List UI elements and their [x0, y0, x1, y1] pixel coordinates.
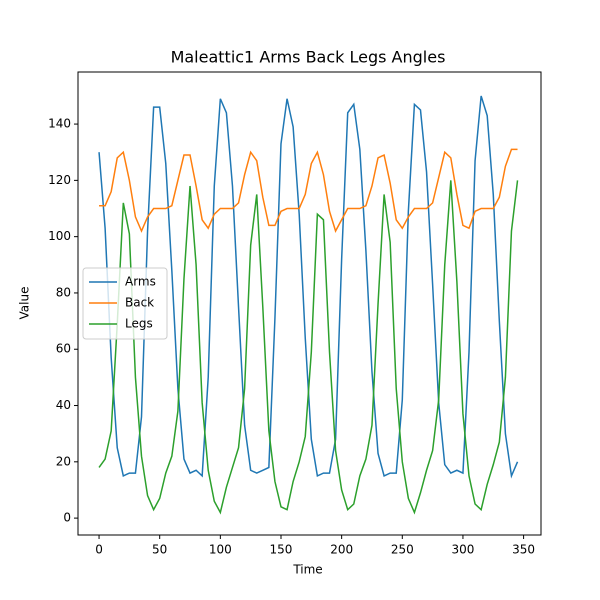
x-axis-label: Time	[292, 563, 322, 577]
chart-title: Maleattic1 Arms Back Legs Angles	[171, 48, 446, 67]
y-tick-label: 40	[56, 398, 71, 412]
x-tick-label: 50	[152, 543, 167, 557]
y-axis-label: Value	[18, 287, 32, 320]
legend: Arms Back Legs	[82, 267, 168, 340]
y-tick-label: 120	[48, 173, 71, 187]
plot-frame	[77, 71, 542, 536]
line-series	[98, 180, 519, 515]
line-series	[99, 148, 518, 233]
y-tick-label: 20	[56, 454, 71, 468]
x-tick-label: 250	[391, 543, 414, 557]
x-tick-label: 300	[451, 543, 474, 557]
y-tick-label: 80	[56, 285, 71, 299]
x-tick-label: 350	[512, 543, 535, 557]
legend-label: Arms	[125, 275, 156, 289]
y-tick-label: 60	[56, 342, 71, 356]
legend-label: Legs	[125, 317, 153, 331]
x-tick-label: 100	[209, 543, 232, 557]
x-tick-label: 150	[270, 543, 293, 557]
y-tick-label: 140	[48, 117, 71, 131]
x-tick-label: 200	[330, 543, 353, 557]
legend-box	[82, 267, 168, 340]
y-tick-label: 0	[63, 511, 71, 525]
y-tick-label: 100	[48, 229, 71, 243]
x-tick-label: 0	[95, 543, 103, 557]
legend-label: Back	[125, 296, 154, 310]
